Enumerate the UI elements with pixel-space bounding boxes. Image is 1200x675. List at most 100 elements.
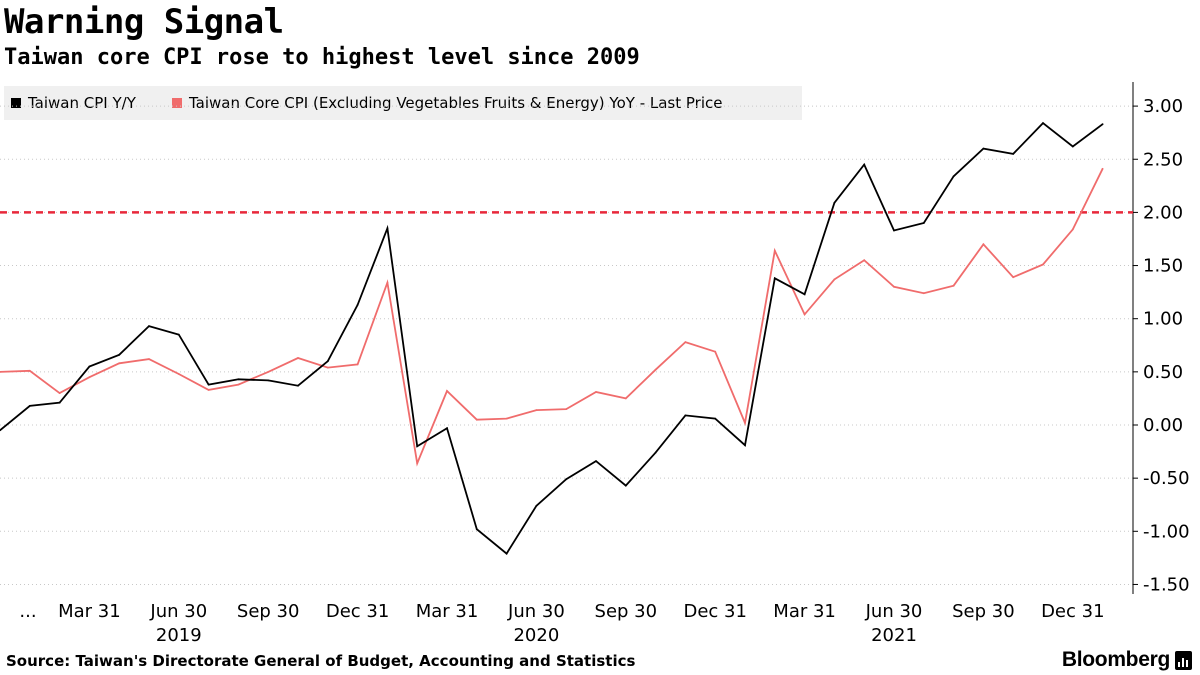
data-point-core-cpi: [595, 391, 597, 393]
y-tick-label: -1.00: [1143, 521, 1190, 542]
data-point-core-cpi: [684, 341, 687, 343]
data-point-cpi: [207, 383, 210, 386]
data-point-cpi: [1012, 153, 1015, 155]
data-point-core-cpi: [177, 373, 180, 375]
y-tick-label: 3.00: [1143, 96, 1183, 117]
data-point-cpi: [863, 163, 866, 166]
data-point-cpi: [0, 429, 1, 432]
x-year-label: 2021: [871, 625, 917, 646]
data-point-cpi: [982, 147, 985, 150]
legend-background: [4, 86, 802, 120]
data-point-cpi: [595, 460, 597, 462]
data-point-cpi: [893, 229, 895, 232]
data-point-cpi: [1042, 122, 1044, 124]
y-tick-label: 1.00: [1143, 309, 1183, 330]
x-tick-label: Dec 31: [1041, 601, 1104, 622]
data-point-cpi: [386, 227, 389, 230]
data-point-cpi: [356, 304, 359, 306]
data-point-core-cpi: [982, 243, 985, 246]
source-note: Source: Taiwan's Directorate General of …: [6, 652, 636, 670]
data-point-cpi: [118, 353, 121, 356]
data-point-core-cpi: [505, 417, 508, 420]
x-tick-label: Mar 31: [416, 601, 479, 622]
data-point-core-cpi: [1101, 167, 1104, 170]
data-point-core-cpi: [1071, 228, 1074, 231]
data-point-cpi: [684, 414, 687, 417]
series-line-core-cpi: [0, 168, 1104, 467]
x-tick-label: Sep 30: [952, 601, 1015, 622]
data-point-cpi: [267, 379, 270, 382]
y-tick-label: 2.50: [1143, 149, 1183, 170]
data-point-cpi: [297, 384, 299, 387]
x-tick-label: Sep 30: [237, 601, 300, 622]
data-point-core-cpi: [952, 284, 955, 287]
data-point-core-cpi: [714, 350, 717, 353]
data-point-cpi: [475, 528, 478, 531]
data-point-core-cpi: [118, 362, 121, 365]
legend-label-cpi: Taiwan CPI Y/Y: [27, 94, 137, 112]
y-tick-label: -1.50: [1143, 574, 1190, 595]
data-point-core-cpi: [58, 392, 61, 394]
data-point-cpi: [148, 325, 150, 327]
x-tick-label: Dec 31: [683, 601, 746, 622]
data-point-cpi: [654, 451, 657, 454]
data-point-cpi: [505, 552, 508, 555]
data-point-cpi: [1071, 145, 1074, 148]
data-point-core-cpi: [386, 281, 389, 284]
data-point-core-cpi: [535, 409, 538, 411]
data-point-core-cpi: [863, 259, 866, 262]
data-point-core-cpi: [326, 366, 329, 369]
data-point-cpi: [326, 360, 329, 363]
data-point-core-cpi: [624, 397, 627, 400]
y-tick-label: 0.50: [1143, 362, 1183, 383]
chart-title: Warning Signal: [4, 2, 284, 42]
data-point-core-cpi: [416, 462, 419, 465]
x-tick-label: Jun 30: [865, 601, 923, 622]
data-point-cpi: [952, 175, 955, 178]
data-point-core-cpi: [446, 390, 448, 392]
x-tick-label: ...: [19, 601, 36, 622]
x-year-label: 2020: [513, 625, 559, 646]
data-point-core-cpi: [28, 369, 31, 372]
data-point-cpi: [773, 277, 776, 280]
chart-subtitle: Taiwan core CPI rose to highest level si…: [4, 45, 640, 70]
brand-logo: Bloomberg: [1061, 648, 1170, 671]
y-tick-label: 2.00: [1143, 202, 1183, 223]
data-point-core-cpi: [297, 357, 299, 359]
data-point-cpi: [1101, 123, 1104, 126]
data-point-core-cpi: [654, 368, 657, 371]
x-tick-label: Mar 31: [773, 601, 836, 622]
x-tick-label: Jun 30: [507, 601, 565, 622]
data-point-core-cpi: [0, 371, 1, 373]
data-point-core-cpi: [148, 358, 150, 360]
data-point-core-cpi: [1042, 263, 1044, 266]
data-point-core-cpi: [803, 313, 806, 316]
data-point-cpi: [624, 484, 627, 487]
y-tick-label: -0.50: [1143, 468, 1190, 489]
data-point-core-cpi: [356, 363, 359, 366]
data-point-core-cpi: [773, 249, 776, 252]
data-point-cpi: [565, 478, 568, 481]
data-point-core-cpi: [475, 418, 478, 421]
bloomberg-terminal-icon: [1175, 651, 1192, 670]
data-point-cpi: [446, 427, 448, 430]
data-point-core-cpi: [88, 376, 91, 379]
data-point-core-cpi: [833, 278, 836, 281]
data-point-core-cpi: [893, 285, 895, 288]
data-point-cpi: [58, 401, 61, 404]
legend-label-core: Taiwan Core CPI (Excluding Vegetables Fr…: [188, 94, 722, 112]
data-point-cpi: [237, 378, 240, 381]
x-year-label: 2019: [156, 625, 202, 646]
data-point-cpi: [416, 445, 419, 448]
data-point-cpi: [833, 201, 836, 204]
x-tick-label: Jun 30: [149, 601, 207, 622]
data-point-core-cpi: [565, 408, 568, 410]
data-point-cpi: [28, 405, 31, 407]
data-point-core-cpi: [922, 292, 925, 295]
data-point-cpi: [803, 293, 806, 296]
x-tick-label: Sep 30: [595, 601, 658, 622]
x-tick-label: Mar 31: [58, 601, 121, 622]
data-point-cpi: [177, 333, 180, 336]
data-point-core-cpi: [267, 371, 270, 373]
